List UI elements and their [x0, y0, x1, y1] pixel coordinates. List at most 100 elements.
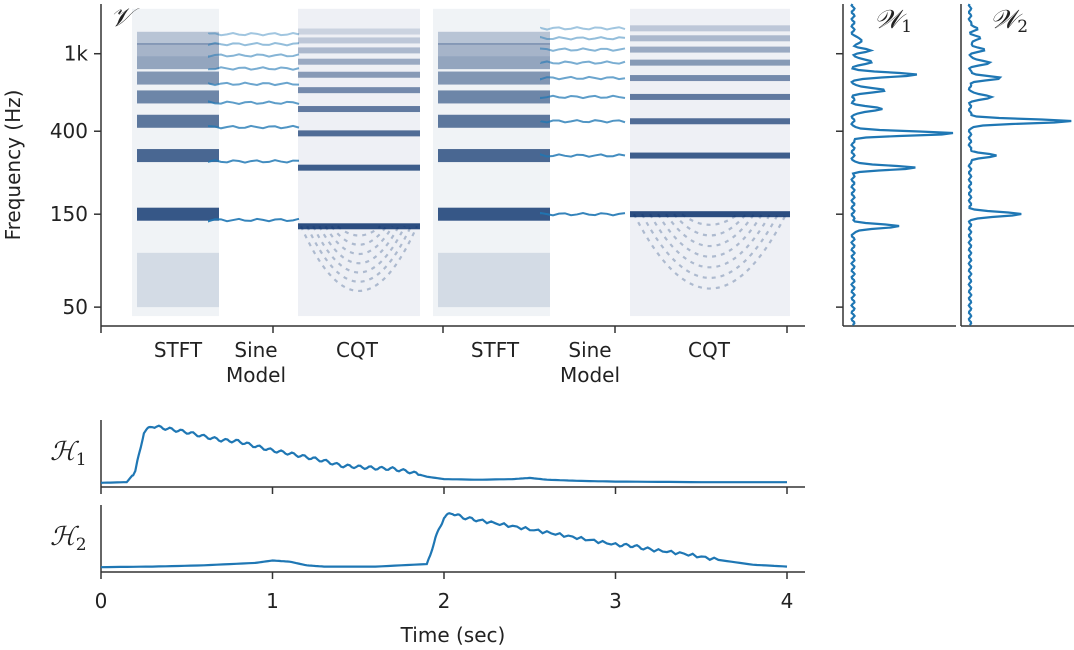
cqt-harmonic-band	[298, 58, 420, 65]
w2-series-line	[967, 3, 1072, 326]
x-axis-label: Time (sec)	[400, 623, 506, 647]
stft-harmonic-band	[137, 207, 219, 221]
stft-harmonic-band	[438, 31, 550, 45]
cqt-arch	[300, 225, 418, 293]
cqt-harmonic-band	[630, 25, 790, 32]
w2-panel: 𝒲2	[960, 3, 1074, 327]
cqt-harmonic-band	[298, 164, 420, 171]
cqt-harmonic-band	[298, 37, 420, 44]
cqt-harmonic-band	[630, 118, 790, 125]
sine-partial-track	[540, 153, 626, 158]
w1-panel-label: 𝒲1	[874, 5, 912, 37]
v-y-tick-label: 150	[50, 202, 88, 226]
v-y-tick-label: 400	[50, 119, 88, 143]
cqt-harmonic-band	[630, 46, 790, 53]
cqt-arch	[318, 225, 400, 265]
sine-partial-track	[540, 35, 626, 41]
v-x-tick-label: CQT	[688, 338, 731, 362]
h2-panel: 0 1 2 3 4 ℋ2	[50, 505, 805, 613]
v-x-tick-label-line: Model	[560, 363, 620, 387]
v-x-tick-label: CQT	[336, 338, 379, 362]
cqt-arch	[681, 213, 739, 226]
h2-x-tick-label: 3	[609, 589, 622, 613]
v-x-tick-label: Sine Model	[560, 338, 620, 387]
w1-panel: 𝒲1	[836, 3, 956, 327]
cqt-harmonic-band	[630, 59, 790, 66]
stft-harmonic-band	[438, 43, 550, 57]
v-x-tick-label-line: Sine	[568, 338, 611, 362]
cqt-background	[630, 8, 790, 317]
h2-x-tick-label: 1	[266, 589, 279, 613]
stft-harmonic-band	[137, 90, 219, 104]
h2-x-tick-label: 2	[438, 589, 451, 613]
v-y-tick-label: 1k	[64, 42, 89, 66]
sine-partial-track	[208, 100, 300, 105]
cqt-harmonic-band	[298, 87, 420, 94]
cqt-harmonic-band	[630, 93, 790, 100]
cqt-arch	[324, 225, 394, 255]
cqt-harmonic-band	[630, 75, 790, 82]
cqt-arch	[665, 213, 755, 248]
stft-harmonic-band	[137, 43, 219, 57]
v-x-tick-label-line: CQT	[336, 338, 379, 362]
h2-x-ticks: 0 1 2 3 4	[95, 572, 794, 613]
stft-low-band	[438, 252, 550, 308]
v-x-tick-label: Sine Model	[226, 338, 286, 387]
v-x-tick-label-line: CQT	[688, 338, 731, 362]
cqt-arch	[312, 225, 406, 274]
cqt-harmonic-band	[298, 223, 420, 230]
cqt-harmonic-band	[298, 71, 420, 78]
sine-partial-track	[540, 60, 626, 65]
sine-partial-track	[208, 53, 300, 58]
v-block-stft	[433, 8, 550, 317]
h2-panel-label: ℋ2	[50, 522, 87, 555]
h2-x-tick-label: 4	[781, 589, 794, 613]
stft-harmonic-band	[438, 56, 550, 70]
h1-x-ticks	[100, 487, 788, 494]
stft-harmonic-band	[137, 31, 219, 45]
stft-low-band	[137, 252, 219, 308]
cqt-harmonic-band	[298, 106, 420, 113]
sine-partial-track	[208, 81, 300, 87]
cqt-harmonic-band	[630, 211, 790, 218]
sine-partial-track	[540, 75, 626, 81]
v-x-tick-label: STFT	[471, 338, 520, 362]
stft-harmonic-band	[137, 71, 219, 85]
sine-partial-track	[208, 41, 300, 47]
v-block-cqt	[630, 8, 790, 317]
h1-series-line	[100, 424, 787, 484]
v-x-tick-label: STFT	[154, 338, 203, 362]
w1-series-line	[850, 3, 954, 326]
v-x-tick-label-line: STFT	[471, 338, 520, 362]
stft-background	[132, 8, 219, 317]
v-y-ticks: 50 150 400 1k	[50, 42, 101, 319]
v-x-tick-label-line: Model	[226, 363, 286, 387]
cqt-background	[298, 8, 420, 317]
stft-harmonic-band	[137, 114, 219, 128]
h1-panel: ℋ1	[50, 420, 805, 494]
cqt-arch	[673, 213, 747, 237]
v-block-sine-model	[540, 26, 626, 217]
sine-partial-track	[540, 119, 626, 124]
sine-partial-track	[208, 66, 300, 71]
stft-harmonic-band	[438, 90, 550, 104]
w1-y-ticks	[836, 52, 843, 308]
sine-partial-track	[208, 217, 300, 223]
h2-series-line	[100, 512, 788, 569]
y-axis-label: Frequency (Hz)	[1, 90, 25, 241]
sine-partial-track	[540, 211, 626, 217]
cqt-harmonic-band	[298, 28, 420, 35]
w2-panel-label: 𝒲2	[990, 5, 1028, 37]
v-block-sine-model	[208, 31, 300, 223]
h1-panel-label: ℋ1	[50, 437, 87, 470]
v-block-stft	[132, 8, 219, 317]
stft-background	[433, 8, 550, 317]
cqt-harmonic-band	[298, 47, 420, 54]
cqt-harmonic-band	[298, 130, 420, 137]
cqt-arch	[657, 213, 763, 258]
sine-partial-track	[540, 47, 626, 52]
sine-partial-track	[540, 26, 626, 31]
stft-harmonic-band	[438, 71, 550, 85]
